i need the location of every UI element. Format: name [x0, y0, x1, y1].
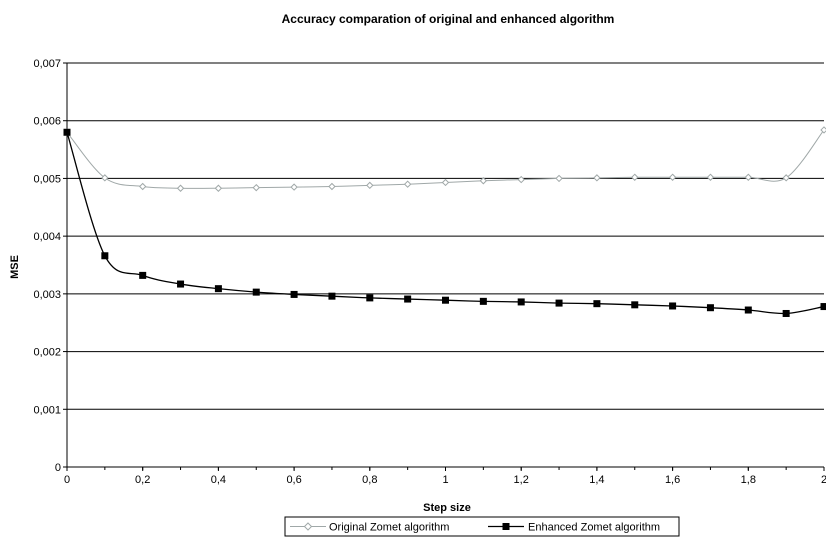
- data-point-enhanced: [517, 298, 525, 306]
- data-point-enhanced: [252, 288, 260, 296]
- data-point-original: [214, 184, 223, 192]
- x-tick-label: 1,4: [589, 474, 604, 486]
- x-tick-label: 0,4: [211, 474, 226, 486]
- legend-box: [284, 516, 680, 537]
- legend-marker-enhanced: [502, 523, 510, 530]
- x-tick-label: 1,6: [665, 474, 680, 486]
- y-tick-label: 0,006: [33, 116, 61, 128]
- data-point-enhanced: [479, 297, 487, 305]
- data-point-enhanced: [706, 304, 714, 312]
- data-point-enhanced: [101, 252, 109, 260]
- y-tick-label: 0,002: [33, 347, 61, 359]
- data-point-enhanced: [744, 306, 752, 314]
- data-point-original: [366, 181, 374, 190]
- data-point-original: [479, 177, 488, 185]
- data-point-enhanced: [290, 290, 298, 298]
- x-tick-label: 0,8: [362, 474, 377, 486]
- legend-marker-original: [303, 522, 313, 531]
- y-tick-label: 0,004: [33, 231, 61, 243]
- data-point-original: [101, 174, 109, 182]
- data-point-enhanced: [177, 280, 185, 288]
- data-point-original: [782, 174, 790, 182]
- x-axis-label: Step size: [423, 502, 471, 514]
- x-tick-label: 1,8: [741, 474, 756, 486]
- data-point-original: [176, 184, 185, 192]
- data-point-original: [593, 174, 601, 182]
- y-axis-ticks: 0 0,001 0,002 0,003 0,004 0,005 0,006 0,007: [33, 58, 67, 474]
- data-point-original: [252, 183, 260, 192]
- data-point-original: [744, 173, 753, 181]
- data-point-original: [668, 173, 677, 181]
- x-tick-label: 2: [821, 474, 826, 486]
- x-axis-ticks: 0 0,2 0,4 0,6 0,8 1 1,2 1,4 1,6 1,8 2: [64, 467, 826, 486]
- y-tick-label: 0: [55, 462, 61, 474]
- data-point-enhanced: [442, 296, 449, 304]
- x-tick-label: 0: [64, 474, 70, 486]
- data-point-original: [631, 173, 639, 181]
- legend-label-original: Original Zomet algorithm: [329, 522, 449, 534]
- data-point-original: [441, 178, 450, 187]
- data-point-enhanced: [820, 303, 826, 311]
- x-tick-label: 0,2: [135, 474, 150, 486]
- data-point-original: [328, 182, 336, 191]
- data-point-enhanced: [669, 302, 677, 310]
- data-point-enhanced: [555, 299, 563, 307]
- x-tick-label: 1,2: [514, 474, 529, 486]
- y-tick-label: 0,001: [33, 404, 61, 416]
- data-point-original: [555, 174, 563, 183]
- data-point-original: [403, 180, 412, 188]
- x-tick-label: 0,6: [286, 474, 301, 486]
- legend: Original Zomet algorithm Enhanced Zomet …: [284, 516, 680, 537]
- data-point-original: [820, 126, 826, 134]
- data-point-enhanced: [631, 301, 639, 309]
- data-point-enhanced: [328, 292, 336, 300]
- data-point-original: [517, 175, 525, 184]
- data-point-original: [138, 182, 147, 191]
- data-point-enhanced: [593, 300, 601, 308]
- data-point-enhanced: [782, 309, 790, 317]
- x-tick-label: 1: [442, 474, 448, 486]
- data-point-enhanced: [139, 271, 147, 279]
- data-point-enhanced: [63, 128, 71, 136]
- y-tick-label: 0,005: [33, 173, 61, 185]
- y-axis-label: MSE: [9, 255, 21, 279]
- axes: [66, 63, 824, 468]
- chart-title: Accuracy comparation of original and enh…: [282, 12, 615, 26]
- data-point-enhanced: [404, 295, 412, 303]
- data-point-enhanced: [214, 285, 222, 293]
- y-tick-label: 0,003: [33, 289, 61, 301]
- legend-label-enhanced: Enhanced Zomet algorithm: [528, 522, 660, 534]
- data-point-original: [290, 183, 298, 191]
- data-point-original: [706, 173, 715, 181]
- y-tick-label: 0,007: [33, 58, 61, 70]
- gridlines: [67, 62, 824, 410]
- series-layer: [63, 126, 826, 317]
- data-point-enhanced: [366, 294, 374, 302]
